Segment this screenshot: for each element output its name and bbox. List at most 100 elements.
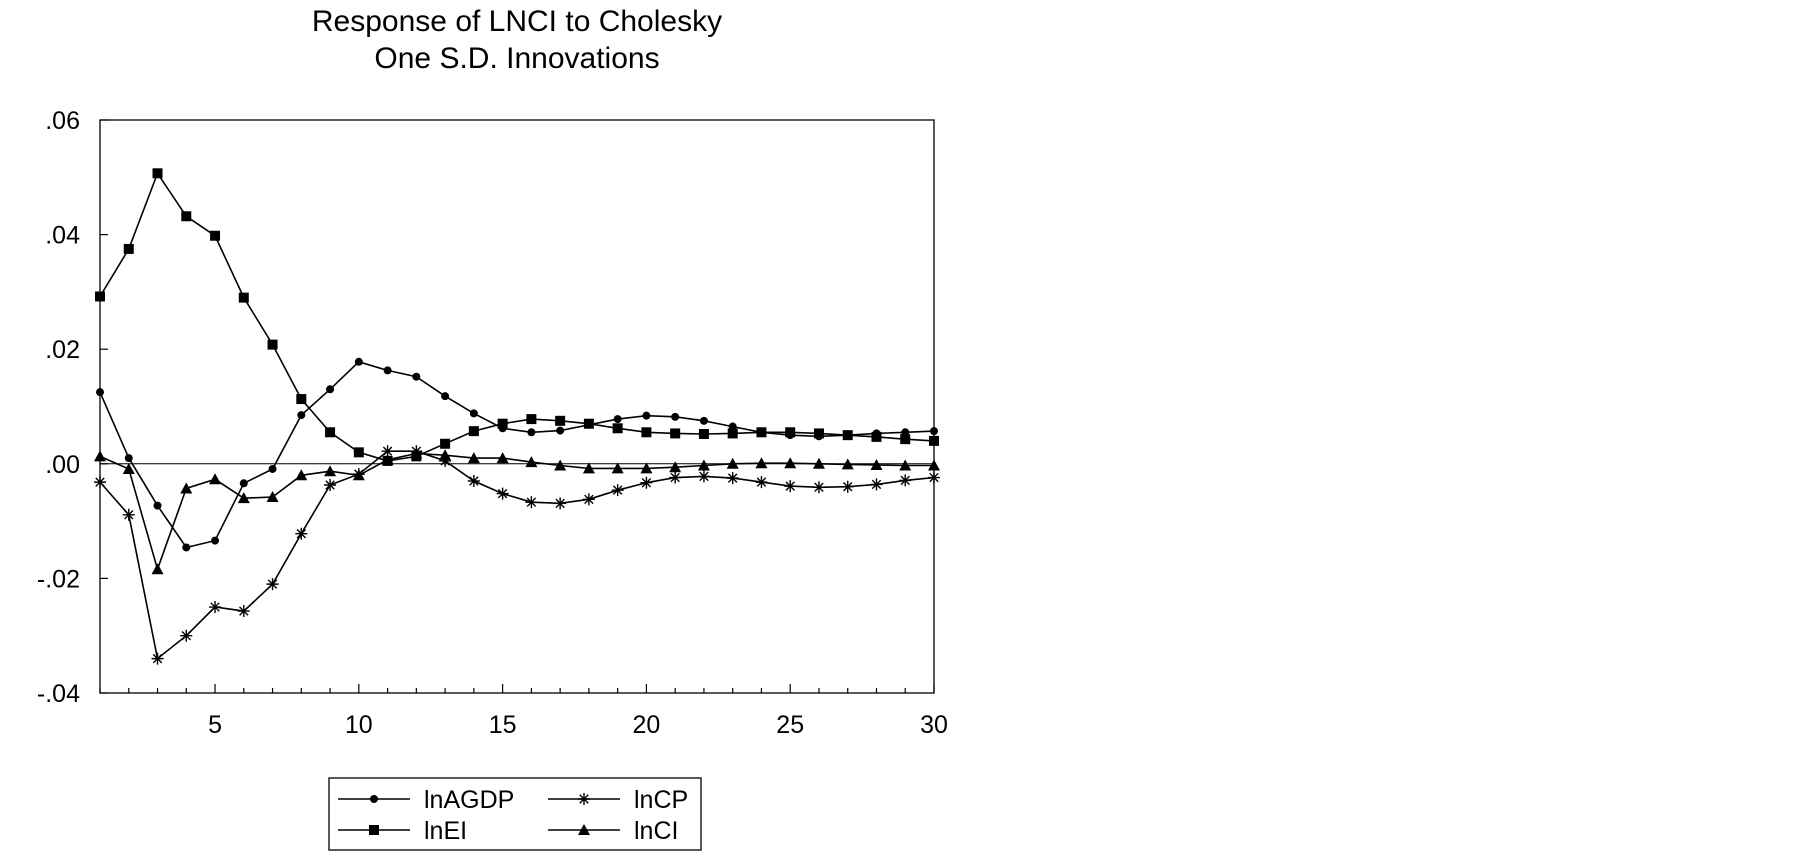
data-point-lncp — [324, 479, 337, 492]
data-point-lnagdp — [527, 428, 536, 437]
data-point-lncp — [755, 476, 768, 489]
data-point-lncp — [381, 445, 394, 458]
data-point-lnci — [324, 465, 337, 477]
legend-item-lncp: lnCP — [548, 786, 688, 814]
data-point-lnci — [812, 457, 825, 469]
data-point-lnci — [525, 456, 538, 468]
data-point-lnei — [353, 447, 364, 458]
data-point-lnci — [669, 461, 682, 473]
legend-item-lnei: lnEI — [338, 817, 467, 845]
data-point-lnci — [266, 491, 279, 503]
data-point-lnci — [439, 449, 452, 461]
x-tick-label: 20 — [633, 711, 661, 739]
y-tick-label: -.02 — [37, 565, 80, 593]
data-point-lnagdp — [613, 415, 622, 424]
x-tick-label: 15 — [489, 711, 517, 739]
data-point-lnagdp — [469, 409, 478, 418]
data-point-lncp — [697, 470, 710, 483]
data-point-lncp — [496, 487, 509, 500]
data-point-lnei — [123, 243, 134, 254]
legend-label-lnci: lnCI — [634, 817, 678, 845]
series-lnagdp — [96, 357, 938, 552]
data-point-lnagdp — [211, 536, 220, 545]
data-point-lnagdp — [153, 501, 162, 510]
x-axis: 5 10 15 20 25 30 — [99, 684, 948, 739]
data-point-lnci — [295, 469, 308, 481]
data-point-lncp — [266, 578, 279, 591]
data-point-lnci — [122, 462, 135, 474]
series-lnei — [95, 168, 939, 466]
data-point-lnci — [352, 469, 365, 481]
data-point-lnci — [467, 452, 480, 464]
data-point-lnci — [180, 482, 193, 494]
series-line-lnagdp — [99, 360, 935, 549]
data-point-lnei — [727, 428, 738, 439]
data-point-lncp — [94, 476, 106, 489]
data-point-lnci — [496, 452, 509, 464]
data-point-lnei — [181, 211, 192, 222]
data-point-lncp — [726, 472, 739, 485]
data-point-lnei — [210, 230, 221, 241]
legend-item-lnagdp: lnAGDP — [338, 786, 514, 814]
data-point-lnei — [497, 418, 508, 429]
series-line-lnci — [99, 452, 934, 572]
data-point-lnei — [267, 339, 278, 350]
data-point-lncp — [640, 476, 653, 489]
data-point-lnei — [468, 426, 479, 437]
data-point-lncp — [151, 652, 164, 665]
data-point-lncp — [237, 605, 250, 618]
y-tick-label: .06 — [45, 107, 80, 135]
data-point-lncp — [841, 480, 854, 493]
data-point-lncp — [439, 454, 452, 467]
data-point-lnci — [237, 492, 250, 504]
data-point-lnei — [900, 434, 911, 445]
data-point-lnci — [899, 459, 912, 471]
data-point-lnci — [870, 458, 883, 470]
data-point-lnagdp — [182, 543, 191, 552]
data-point-lnagdp — [412, 372, 421, 381]
data-point-lnagdp — [268, 464, 277, 473]
data-point-lncp — [122, 508, 135, 521]
data-point-lnei — [555, 415, 566, 426]
series-line-lnei — [99, 171, 935, 462]
data-point-lnei — [612, 423, 623, 434]
data-point-lncp — [928, 471, 940, 484]
data-point-lnei — [871, 431, 882, 442]
data-point-lncp — [467, 474, 480, 487]
data-point-lnagdp — [556, 426, 565, 435]
legend-marker-lnci — [578, 824, 590, 835]
data-point-lnagdp — [297, 411, 306, 420]
legend-label-lncp: lnCP — [634, 786, 688, 814]
data-point-lncp — [525, 496, 538, 509]
data-point-lnagdp — [326, 385, 335, 394]
data-point-lnei — [440, 438, 451, 449]
data-point-lncp — [899, 474, 912, 487]
data-point-lnci — [784, 457, 797, 469]
data-point-lnci — [94, 450, 106, 462]
data-point-lnei — [813, 428, 824, 439]
data-point-lnci — [726, 457, 739, 469]
data-point-lnci — [410, 447, 423, 459]
data-point-lnagdp — [699, 416, 708, 425]
data-point-lncp — [611, 484, 624, 497]
data-point-lnci — [209, 473, 222, 485]
data-point-lnei — [296, 394, 307, 405]
data-point-lnei — [641, 427, 652, 438]
data-point-lnei — [152, 168, 163, 179]
data-point-lnci — [928, 459, 940, 471]
data-point-lnci — [381, 453, 394, 465]
data-point-lnei — [670, 428, 681, 439]
data-point-lnei — [238, 292, 249, 303]
data-point-lncp — [582, 493, 595, 506]
x-tick-label: 5 — [208, 711, 222, 739]
data-point-lnci — [640, 462, 653, 474]
legend-marker-lncp — [578, 793, 590, 805]
data-point-lnagdp — [930, 427, 938, 436]
data-point-lnagdp — [671, 412, 680, 421]
data-point-lnci — [582, 462, 595, 474]
data-point-lnci — [554, 459, 567, 471]
x-tick-label: 30 — [920, 711, 948, 739]
data-point-lnei — [756, 427, 767, 438]
data-point-lncp — [870, 478, 883, 491]
